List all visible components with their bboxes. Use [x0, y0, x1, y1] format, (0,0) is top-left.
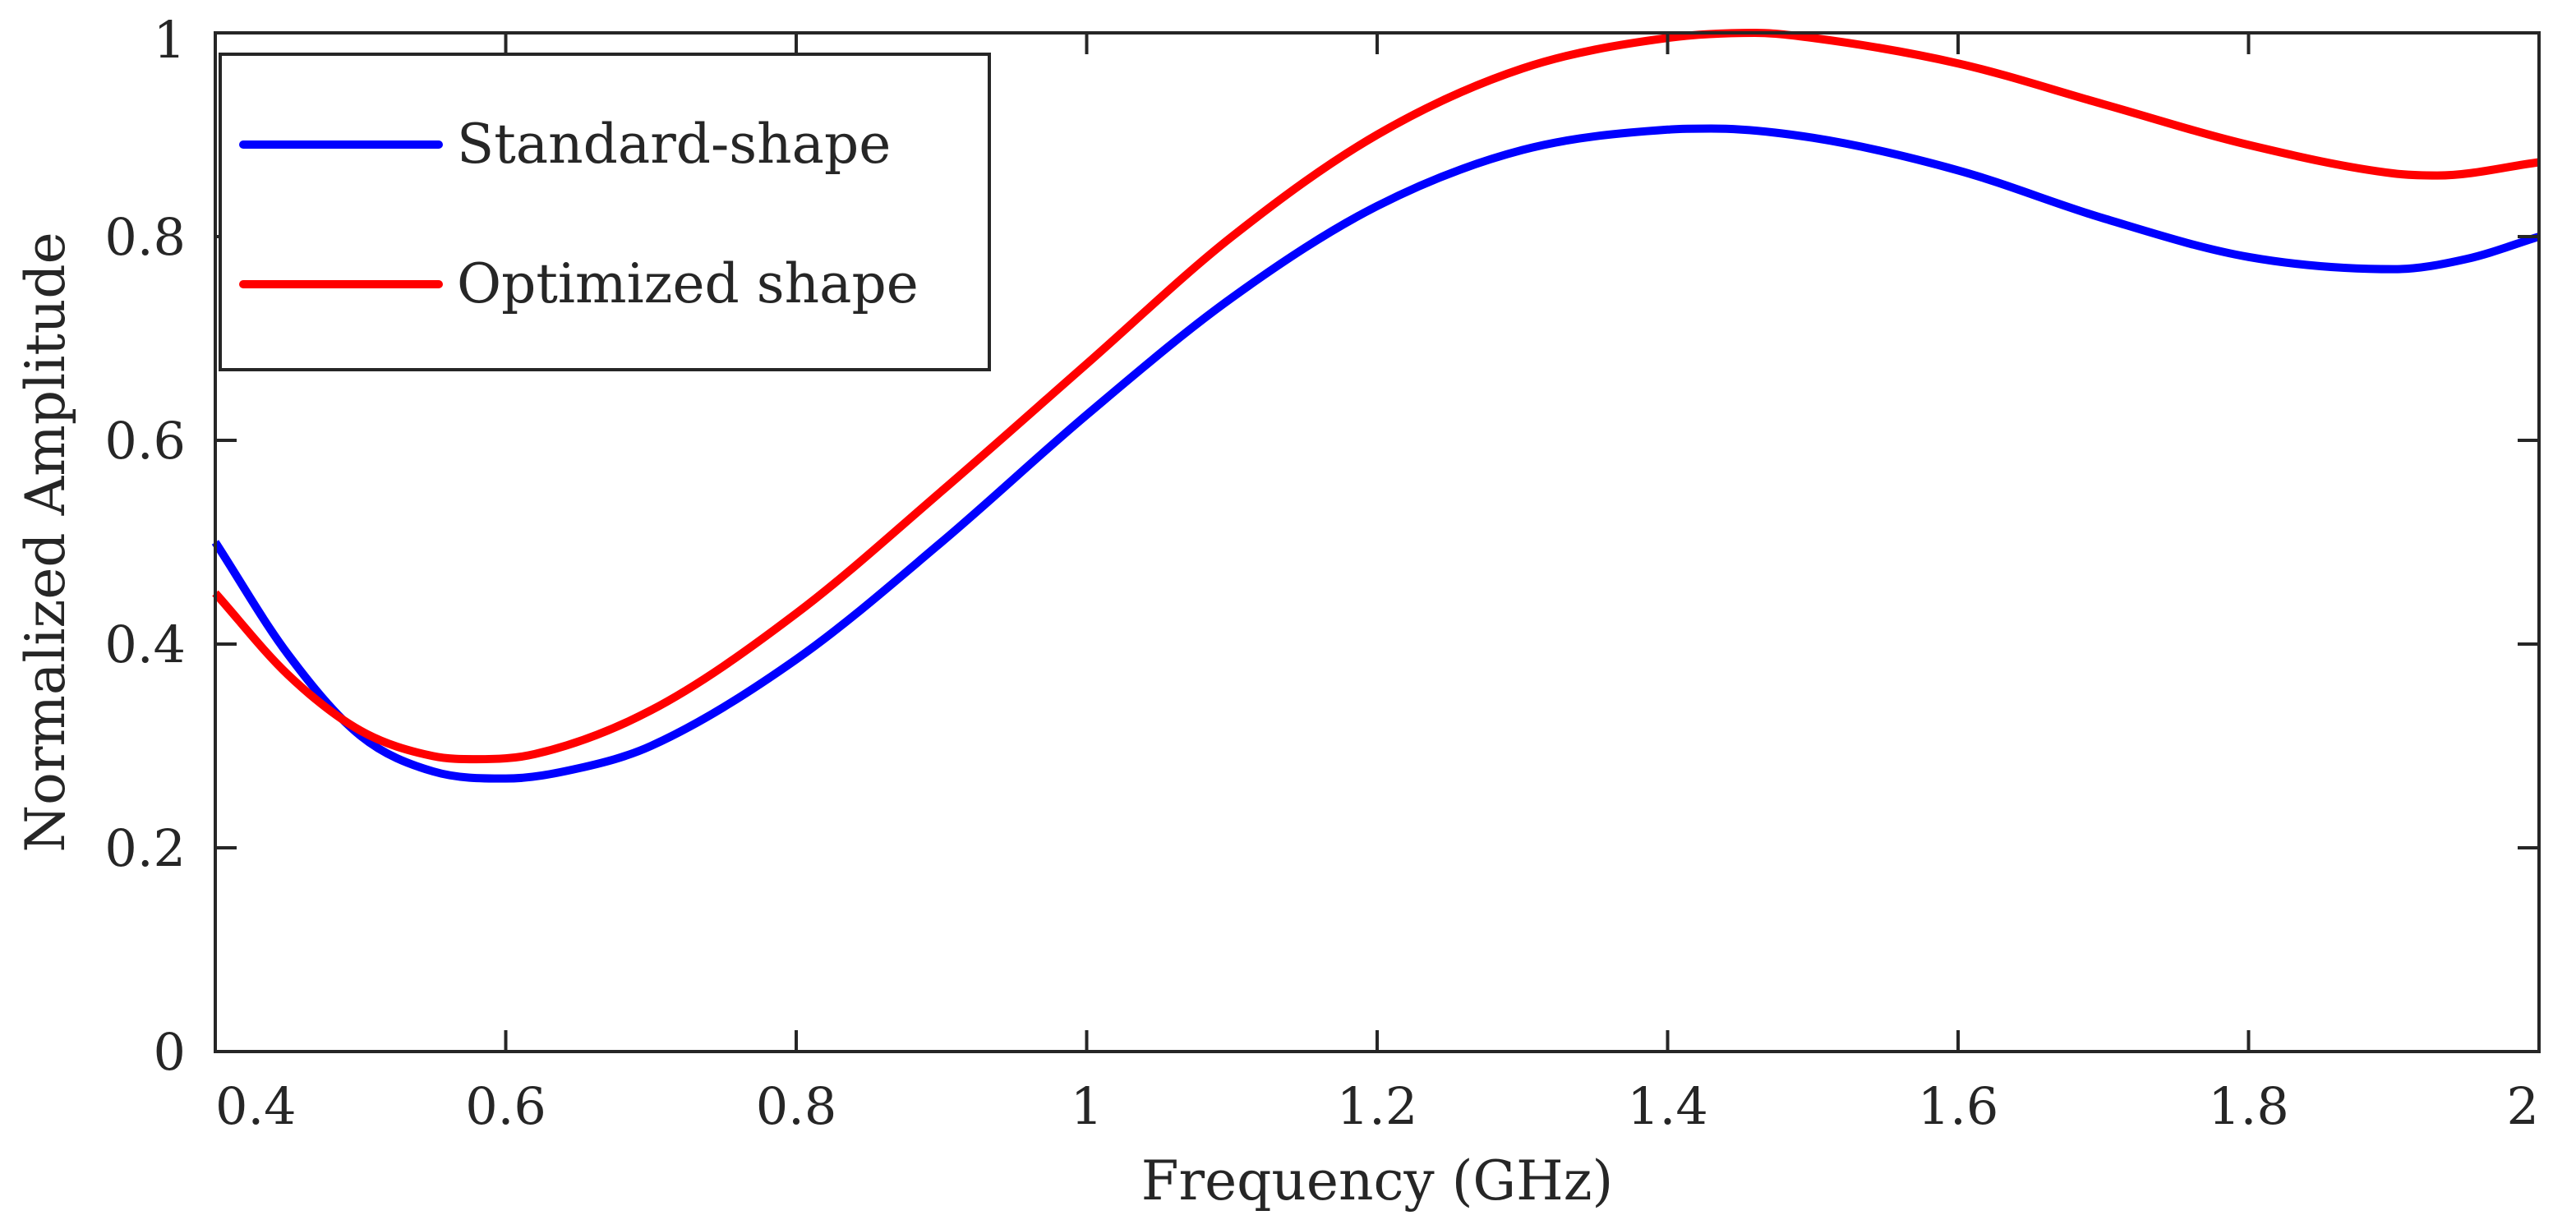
- legend-label-optimized-shape: Optimized shape: [457, 252, 919, 315]
- x-axis-title: Frequency (GHz): [1141, 1149, 1614, 1213]
- y-tick-label: 1: [154, 10, 186, 70]
- y-tick-label: 0: [154, 1022, 186, 1082]
- legend-box: [219, 53, 991, 371]
- x-tick-label: 1.4: [1627, 1076, 1708, 1136]
- x-tick-label: 0.6: [465, 1076, 546, 1136]
- y-tick-label: 0.6: [104, 411, 186, 471]
- y-tick-label: 0.4: [104, 614, 186, 674]
- y-axis-title: Normalized Amplitude: [14, 232, 77, 852]
- x-tick-label: 0.4: [215, 1076, 297, 1136]
- legend: Standard-shape Optimized shape: [219, 53, 991, 371]
- x-tick-label: 1.2: [1337, 1076, 1418, 1136]
- tick-layer: 0.4 0.6 0.8 1 1.2 1.4 1.6 1.8 2 0 0.2 0.4 0.6 0.8 1: [104, 10, 2541, 1136]
- x-tick-label: 1.8: [2208, 1076, 2289, 1136]
- series-line-optimized-shape: [212, 29, 2540, 764]
- x-tick-label: 0.8: [756, 1076, 837, 1136]
- x-tick-label: 2: [2507, 1076, 2539, 1136]
- series-layer: [211, 29, 2541, 783]
- y-tick-label: 0.2: [104, 818, 186, 878]
- legend-label-standard-shape: Standard-shape: [457, 113, 891, 176]
- x-tick-label: 1.6: [1918, 1076, 1999, 1136]
- series-line-standard-shape: [211, 124, 2541, 783]
- x-tick-label: 1: [1071, 1076, 1103, 1136]
- y-tick-label: 0.8: [104, 207, 186, 267]
